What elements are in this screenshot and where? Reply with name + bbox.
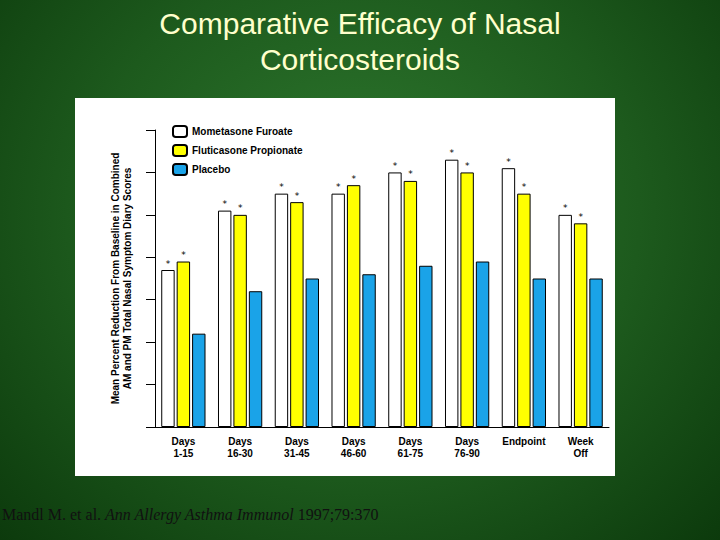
svg-text:*: * bbox=[181, 250, 186, 260]
svg-text:Endpoint: Endpoint bbox=[502, 436, 546, 447]
html-text:Comparative Efficacy of Nasal: Comparative Efficacy of Nasal Corticoste… bbox=[159, 7, 561, 76]
svg-text:Days: Days bbox=[171, 436, 195, 447]
svg-text:Week: Week bbox=[568, 436, 594, 447]
svg-text:76-90: 76-90 bbox=[454, 448, 480, 459]
svg-text:*: * bbox=[522, 182, 527, 192]
svg-text:*: * bbox=[166, 259, 171, 269]
svg-text:Days: Days bbox=[228, 436, 252, 447]
svg-text:*: * bbox=[449, 148, 454, 158]
svg-text:*: * bbox=[222, 199, 227, 209]
svg-text:*: * bbox=[295, 191, 300, 201]
svg-text:Placebo: Placebo bbox=[192, 164, 230, 175]
html-text:Mandl M. et al. Ann Allergy As: Mandl M. et al. Ann Allergy Asthma Immun… bbox=[2, 506, 379, 523]
svg-text:*: * bbox=[408, 169, 413, 179]
svg-text:*: * bbox=[563, 203, 568, 213]
svg-text:Days: Days bbox=[342, 436, 366, 447]
svg-text:16-30: 16-30 bbox=[227, 448, 253, 459]
svg-text:AM and PM Total Nasal Symptom: AM and PM Total Nasal Symptom Diary Scor… bbox=[122, 167, 133, 389]
svg-text:*: * bbox=[578, 212, 583, 222]
svg-text:*: * bbox=[506, 157, 511, 167]
svg-text:*: * bbox=[393, 161, 398, 171]
svg-text:*: * bbox=[351, 174, 356, 184]
svg-text:Mean Percent Reduction From Ba: Mean Percent Reduction From Baseline in … bbox=[110, 153, 121, 405]
svg-text:31-45: 31-45 bbox=[284, 448, 310, 459]
svg-text:*: * bbox=[279, 182, 284, 192]
svg-text:Off: Off bbox=[573, 448, 588, 459]
svg-text:1-15: 1-15 bbox=[173, 448, 193, 459]
svg-text:46-60: 46-60 bbox=[341, 448, 367, 459]
svg-text:Mometasone Furoate: Mometasone Furoate bbox=[192, 126, 293, 137]
svg-text:*: * bbox=[238, 203, 243, 213]
svg-text:Days: Days bbox=[398, 436, 422, 447]
svg-text:*: * bbox=[465, 161, 470, 171]
svg-text:*: * bbox=[336, 182, 341, 192]
svg-text:Days: Days bbox=[285, 436, 309, 447]
svg-text:Fluticasone Propionate: Fluticasone Propionate bbox=[192, 145, 303, 156]
svg-text:61-75: 61-75 bbox=[398, 448, 424, 459]
svg-text:Days: Days bbox=[455, 436, 479, 447]
